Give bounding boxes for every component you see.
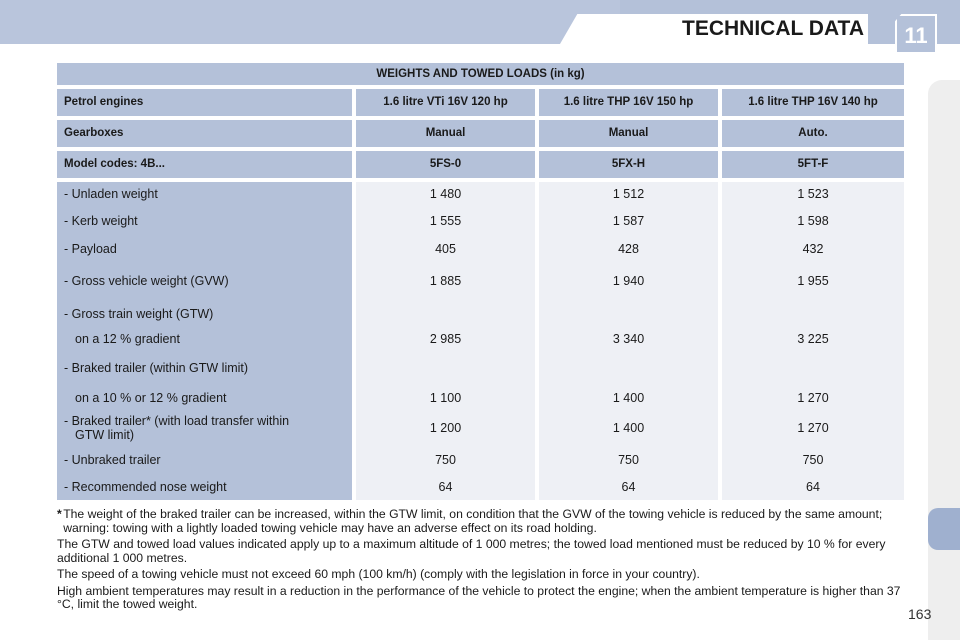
row-label-nose: - Recommended nose weight bbox=[64, 480, 227, 494]
cell-value: 1 598 bbox=[797, 214, 829, 228]
cell-value: 64 bbox=[806, 480, 820, 494]
cell-value: 1 555 bbox=[429, 214, 462, 228]
cell-value: 432 bbox=[802, 242, 824, 256]
chapter-number-badge: 11 bbox=[895, 14, 937, 54]
header-row-engines: Petrol engines 1.6 litre VTi 16V 120 hp … bbox=[57, 89, 904, 116]
header-label: Petrol engines bbox=[57, 89, 352, 116]
header-row-gearboxes: Gearboxes Manual Manual Auto. bbox=[57, 120, 904, 147]
values-column-vti120: 1 480 1 555 405 1 885 2 985 1 100 1 200 … bbox=[356, 182, 535, 500]
cell-value: 1 512 bbox=[612, 187, 645, 201]
row-label-unbraked: - Unbraked trailer bbox=[64, 453, 161, 467]
cell-value: 3 225 bbox=[797, 332, 829, 346]
cell-value: 1 100 bbox=[429, 391, 462, 405]
header-value: 5FT-F bbox=[722, 151, 904, 178]
cell-value: 1 400 bbox=[612, 391, 645, 405]
cell-value: 1 955 bbox=[797, 274, 829, 288]
header-value: Auto. bbox=[722, 120, 904, 147]
header-band-left bbox=[0, 0, 620, 44]
row-label-unladen: - Unladen weight bbox=[64, 187, 158, 201]
row-label-payload: - Payload bbox=[64, 242, 117, 256]
header-value: 5FX-H bbox=[539, 151, 718, 178]
cell-value: 1 400 bbox=[612, 421, 645, 435]
cell-value: 1 480 bbox=[429, 187, 462, 201]
table-title: WEIGHTS AND TOWED LOADS (in kg) bbox=[57, 63, 904, 85]
row-label-braked-transfer-line2: GTW limit) bbox=[75, 428, 135, 442]
cell-value: 1 200 bbox=[429, 421, 462, 435]
header-value: 1.6 litre VTi 16V 120 hp bbox=[356, 89, 535, 116]
values-column-thp140: 1 523 1 598 432 1 955 3 225 1 270 1 270 … bbox=[722, 182, 904, 500]
header-row-model-codes: Model codes: 4B... 5FS-0 5FX-H 5FT-F bbox=[57, 151, 904, 178]
row-label-braked-transfer-line1: - Braked trailer* (with load transfer wi… bbox=[64, 414, 290, 428]
cell-value: 1 885 bbox=[429, 274, 462, 288]
values-column-thp150: 1 512 1 587 428 1 940 3 340 1 400 1 400 … bbox=[539, 182, 718, 500]
right-margin-rail bbox=[928, 80, 960, 640]
chapter-title: TECHNICAL DATA bbox=[600, 14, 868, 44]
cell-value: 405 bbox=[435, 242, 456, 256]
row-label-braked: - Braked trailer (within GTW limit) bbox=[64, 361, 249, 375]
note-temperature: High ambient temperatures may result in … bbox=[57, 583, 901, 611]
cell-value: 428 bbox=[618, 242, 639, 256]
cell-value: 1 270 bbox=[797, 391, 829, 405]
row-label-braked-gradient: on a 10 % or 12 % gradient bbox=[75, 391, 227, 405]
note-speed: The speed of a towing vehicle must not e… bbox=[57, 567, 700, 581]
header-value: 5FS-0 bbox=[356, 151, 535, 178]
row-label-gvw: - Gross vehicle weight (GVW) bbox=[64, 274, 229, 288]
cell-value: 750 bbox=[435, 453, 456, 467]
row-label-kerb: - Kerb weight bbox=[64, 214, 138, 228]
note-altitude: The GTW and towed load values indicated … bbox=[57, 537, 886, 565]
cell-value: 64 bbox=[621, 480, 636, 494]
footnote: * The weight of the braked trailer can b… bbox=[57, 507, 904, 535]
cell-value: 64 bbox=[438, 480, 453, 494]
header-value: Manual bbox=[539, 120, 718, 147]
cell-value: 3 340 bbox=[612, 332, 645, 346]
cell-value: 1 940 bbox=[612, 274, 645, 288]
cell-value: 1 270 bbox=[797, 421, 829, 435]
cell-value: 2 985 bbox=[429, 332, 462, 346]
row-labels-column: - Unladen weight - Kerb weight - Payload… bbox=[57, 182, 352, 500]
cell-value: 750 bbox=[802, 453, 824, 467]
cell-value: 750 bbox=[618, 453, 639, 467]
cell-value: 1 523 bbox=[797, 187, 829, 201]
header-value: Manual bbox=[356, 120, 535, 147]
header-value: 1.6 litre THP 16V 150 hp bbox=[539, 89, 718, 116]
notes-section: * The weight of the braked trailer can b… bbox=[57, 507, 904, 615]
table-body: - Unladen weight - Kerb weight - Payload… bbox=[57, 182, 904, 500]
row-label-gtw-gradient: on a 12 % gradient bbox=[75, 332, 180, 346]
row-label-braked-transfer: - Braked trailer* (with load transfer wi… bbox=[57, 414, 352, 442]
header-value: 1.6 litre THP 16V 140 hp bbox=[722, 89, 904, 116]
row-label-gtw: - Gross train weight (GTW) bbox=[64, 307, 214, 321]
chapter-tab-marker bbox=[928, 508, 960, 550]
footnote-star: * bbox=[57, 507, 62, 521]
weights-table: WEIGHTS AND TOWED LOADS (in kg) Petrol e… bbox=[57, 63, 904, 500]
header-label: Model codes: 4B... bbox=[57, 151, 352, 178]
footnote-text: The weight of the braked trailer can be … bbox=[63, 507, 883, 535]
page-number: 163 bbox=[908, 606, 932, 622]
cell-value: 1 587 bbox=[612, 214, 645, 228]
header-label: Gearboxes bbox=[57, 120, 352, 147]
